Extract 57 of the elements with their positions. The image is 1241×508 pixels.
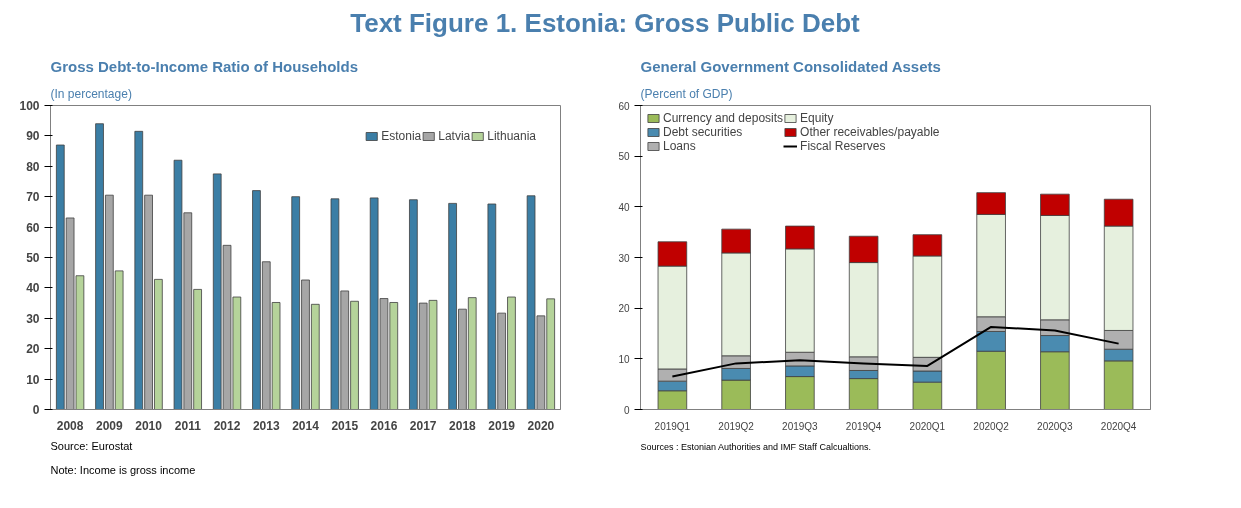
y-tick-label: 70 — [26, 190, 40, 205]
source-note: Sources : Estonian Authorities and IMF Staff Calcualtions. — [640, 441, 871, 452]
text: Text Figure 1. Estonia: Gross Public Debt — [350, 7, 860, 40]
x-tick-label: 2014 — [292, 418, 320, 433]
y-tick-label: 40 — [618, 201, 630, 213]
legend-label: Lithuania — [487, 129, 536, 143]
x-tick-label: 2019Q4 — [845, 420, 882, 432]
legend-label: Equity — [800, 111, 834, 125]
x-tick-label: 2016 — [370, 418, 398, 433]
x-tick-label: 2017 — [409, 418, 437, 433]
y-tick-label: 100 — [19, 99, 40, 113]
x-tick-label: 2019Q2 — [718, 420, 755, 432]
y-tick-label: 10 — [26, 372, 40, 387]
source-note: Source: Eurostat — [50, 439, 133, 452]
x-tick-label: 2013 — [252, 418, 280, 433]
x-tick-label: 2020 — [527, 418, 555, 433]
legend-label: Latvia — [438, 129, 471, 143]
legend-label: Other receivables/payable — [800, 125, 940, 139]
y-tick-label: 30 — [26, 311, 40, 326]
x-tick-label: 2009 — [96, 418, 124, 433]
x-tick-label: 2020Q1 — [909, 420, 946, 432]
y-tick-label: 20 — [26, 342, 40, 357]
y-tick-label: 50 — [618, 151, 630, 163]
x-tick-label: 2020Q4 — [1100, 420, 1137, 432]
y-tick-label: 90 — [26, 129, 40, 144]
y-tick-label: 50 — [26, 251, 40, 265]
y-tick-label: 40 — [26, 281, 40, 296]
x-tick-label: 2012 — [213, 418, 241, 433]
y-tick-label: 30 — [618, 252, 630, 264]
legend-label: Debt securities — [663, 125, 743, 139]
y-tick-label: 60 — [26, 220, 40, 235]
x-tick-label: 2020Q2 — [973, 420, 1010, 432]
legend-label: Loans — [663, 139, 696, 153]
line-series — [671, 325, 1120, 378]
y-tick-label: 10 — [618, 353, 630, 365]
x-tick-label: 2019Q1 — [654, 420, 691, 432]
x-tick-label: 2015 — [331, 418, 359, 433]
legend-label: Fiscal Reserves — [800, 139, 886, 153]
x-tick-label: 2008 — [56, 418, 84, 433]
y-tick-label: 80 — [26, 159, 40, 174]
chart-subtitle: (Percent of GDP) — [640, 86, 733, 101]
y-tick-label: 0 — [32, 403, 40, 417]
text: Note: Income is gross income — [50, 463, 196, 476]
y-tick-label: 0 — [623, 404, 630, 416]
chart-title: Gross Debt-to-Income Ratio of Households — [50, 57, 359, 75]
x-tick-label: 2020Q3 — [1037, 420, 1074, 432]
chart-title: General Government Consolidated Assets — [640, 57, 941, 75]
legend-label: Currency and deposits — [663, 111, 784, 125]
y-tick-label: 60 — [618, 100, 630, 112]
chart-subtitle: (In percentage) — [50, 86, 132, 101]
x-tick-label: 2011 — [174, 418, 202, 433]
x-tick-label: 2019Q3 — [782, 420, 819, 432]
legend-label: Estonia — [381, 129, 422, 143]
x-tick-label: 2019 — [488, 418, 516, 433]
x-tick-label: 2010 — [135, 418, 163, 433]
y-tick-label: 20 — [618, 303, 630, 315]
x-tick-label: 2018 — [449, 418, 477, 433]
